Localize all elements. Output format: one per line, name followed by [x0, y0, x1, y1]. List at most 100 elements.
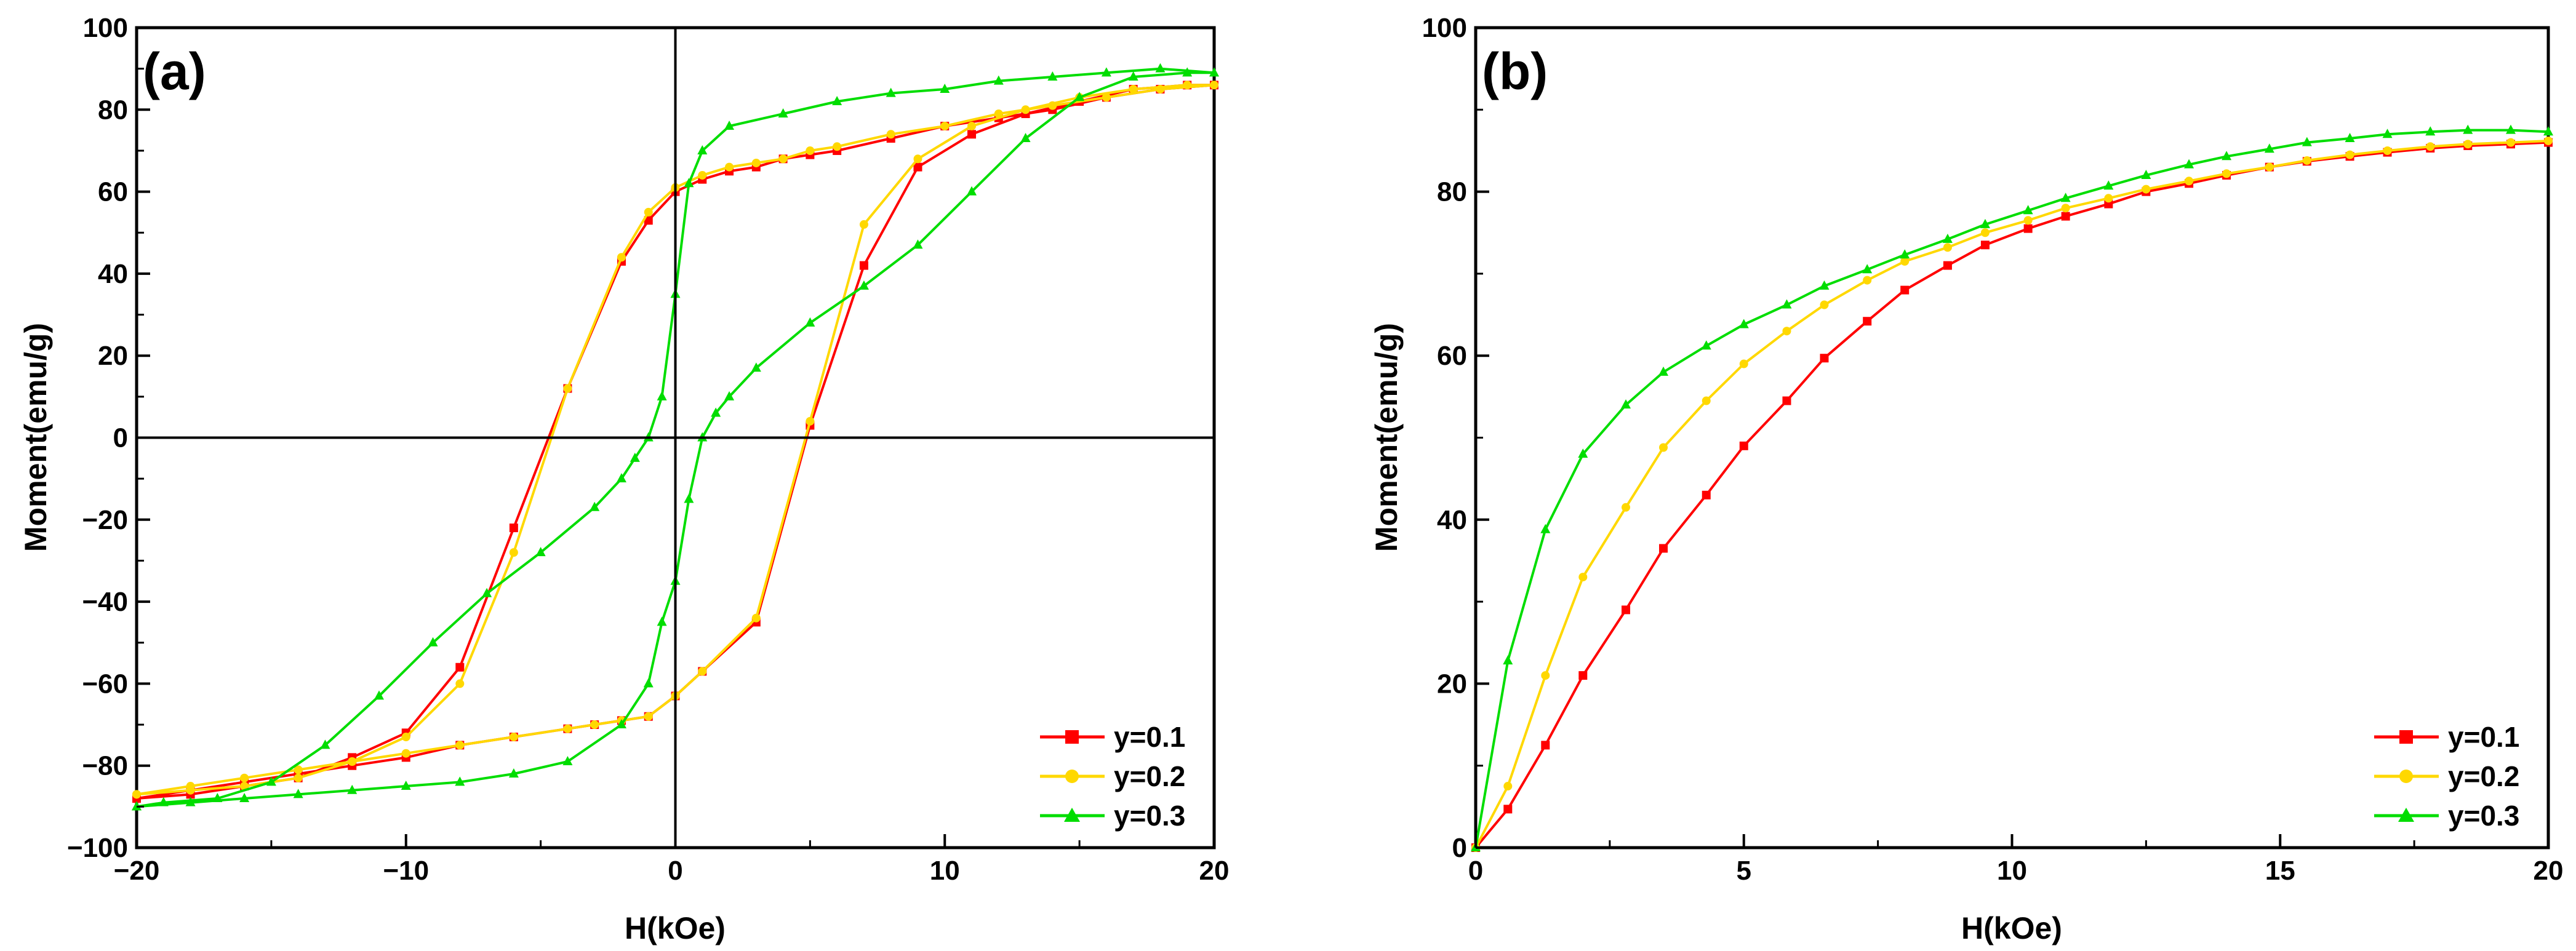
y-tick-label: 60 [98, 177, 128, 207]
data-point [1701, 340, 1711, 350]
data-point [684, 178, 694, 188]
panel-label: (b) [1482, 42, 1548, 100]
legend-marker-square [1065, 730, 1079, 744]
data-point [1128, 71, 1138, 81]
series-y=0.3 [132, 63, 1219, 811]
data-point [294, 773, 303, 782]
legend-marker-circle [1065, 770, 1079, 783]
data-point [643, 678, 654, 688]
data-point [1048, 101, 1057, 110]
data-point [2506, 138, 2515, 147]
data-point [724, 120, 735, 130]
data-point [1183, 81, 1192, 90]
y-tick-label: 80 [98, 95, 128, 125]
data-point [805, 317, 815, 327]
data-point [1820, 300, 1829, 309]
data-point [698, 170, 707, 180]
y-tick-label: −80 [82, 751, 128, 781]
data-point [1541, 741, 1550, 750]
data-point [1782, 396, 1791, 405]
data-point [1658, 366, 1669, 376]
data-point [751, 158, 761, 167]
data-point [1702, 490, 1711, 499]
data-point [1101, 67, 1111, 77]
data-point [616, 719, 626, 729]
data-point [1863, 276, 1872, 285]
data-point [509, 548, 518, 557]
data-point [1578, 671, 1588, 680]
legend-item: y=0.1 [1040, 721, 1185, 753]
data-point [562, 756, 573, 766]
legend: y=0.1 y=0.2 y=0.3 [1040, 721, 1185, 832]
series-y=0.2 [132, 81, 1218, 799]
data-point [644, 712, 653, 721]
data-point [697, 145, 708, 154]
data-point [1943, 261, 1952, 270]
data-point [1739, 359, 1748, 368]
data-point [2023, 224, 2033, 233]
data-point [266, 776, 276, 786]
data-point [2061, 212, 2070, 221]
data-point [1129, 84, 1138, 94]
data-point [455, 679, 465, 688]
data-point [711, 407, 721, 417]
legend: y=0.1 y=0.2 y=0.3 [2374, 721, 2519, 832]
legend-label: y=0.2 [2448, 760, 2519, 792]
y-axis-title: Moment(emu/g) [1369, 323, 1404, 552]
legend-label: y=0.1 [1114, 721, 1185, 753]
data-point [778, 154, 788, 164]
y-tick-label: 80 [1437, 177, 1467, 207]
data-point [2302, 156, 2311, 165]
data-point [1209, 67, 1219, 77]
x-tick-label: 20 [2534, 856, 2564, 886]
data-point [2383, 146, 2392, 155]
data-point [2023, 216, 2033, 225]
data-point [1047, 71, 1058, 81]
data-point [2060, 193, 2071, 202]
data-point [657, 391, 667, 400]
x-tick-label: 15 [2265, 856, 2295, 886]
panel-b: 0 5 10 15 20 0 20 40 60 80 100 (b) H(kOe) Moment(e… [1369, 13, 2563, 945]
data-point [1503, 655, 1513, 665]
data-point [832, 95, 842, 105]
data-point [684, 493, 694, 503]
data-point [967, 121, 977, 130]
x-tick-label: 10 [1997, 856, 2027, 886]
y-tick-label: 40 [1437, 505, 1467, 535]
data-point [2264, 143, 2274, 153]
data-point [482, 587, 492, 597]
tick-labels: 0 5 10 15 20 0 20 40 60 80 100 [1422, 13, 2564, 886]
legend-label: y=0.2 [1114, 760, 1185, 792]
data-point [509, 523, 518, 533]
data-point [1980, 228, 1990, 237]
data-point [1541, 671, 1550, 680]
data-point [644, 207, 653, 217]
data-point [698, 667, 707, 676]
x-tick-label: 5 [1737, 856, 1751, 886]
data-point [348, 757, 357, 766]
data-point [2463, 124, 2473, 134]
x-tick-label: 20 [1199, 856, 1230, 886]
series-y=0.3 [1471, 124, 2553, 851]
data-point [630, 452, 640, 462]
panel-a: −20 −10 0 10 20−100−80−60−40−20020406080100 … [18, 13, 1229, 945]
data-point [1156, 84, 1165, 94]
data-point [806, 146, 815, 155]
legend-marker-square [2399, 730, 2413, 744]
data-point [293, 789, 303, 798]
data-point [1578, 573, 1588, 582]
data-point [2426, 142, 2435, 151]
data-point [1182, 67, 1193, 77]
legend-item: y=0.1 [2374, 721, 2519, 753]
data-point [1863, 317, 1872, 326]
x-tick-label: −10 [383, 856, 429, 886]
data-point [535, 547, 546, 557]
tick-marks [135, 26, 1215, 849]
legend-item: y=0.2 [2374, 760, 2519, 792]
legend-marker-triangle [1064, 808, 1080, 822]
y-tick-label: 20 [98, 341, 128, 371]
legend-item: y=0.3 [2374, 800, 2519, 832]
data-point [158, 797, 169, 806]
legend-label: y=0.3 [1114, 800, 1185, 832]
data-point [724, 391, 735, 400]
